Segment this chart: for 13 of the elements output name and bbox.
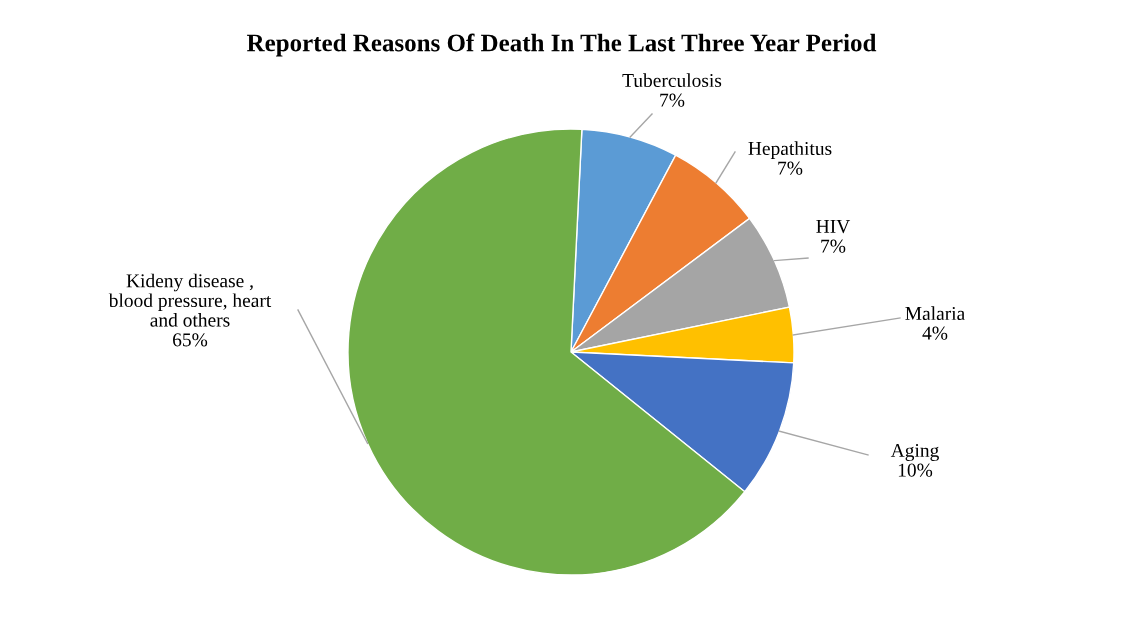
slice-label: HIV [816,220,851,234]
slice-label: Hepathitus [748,141,832,159]
data-label: 10% [898,463,933,477]
slice-label: Kideny disease , blood pressure, heart and others [108,273,272,327]
data-label: 7% [778,161,803,175]
data-label: 7% [660,93,685,107]
data-label: 4% [922,326,948,340]
slice-label: Tuberculosis [622,73,722,88]
data-label: 7% [821,239,846,253]
slice-label: Malaria [905,306,965,321]
chart-title: Reported Reasons Of Death In The Last Three Year Period [246,33,877,57]
data-label: 65% [173,333,208,347]
slice-label: Aging [890,443,939,461]
